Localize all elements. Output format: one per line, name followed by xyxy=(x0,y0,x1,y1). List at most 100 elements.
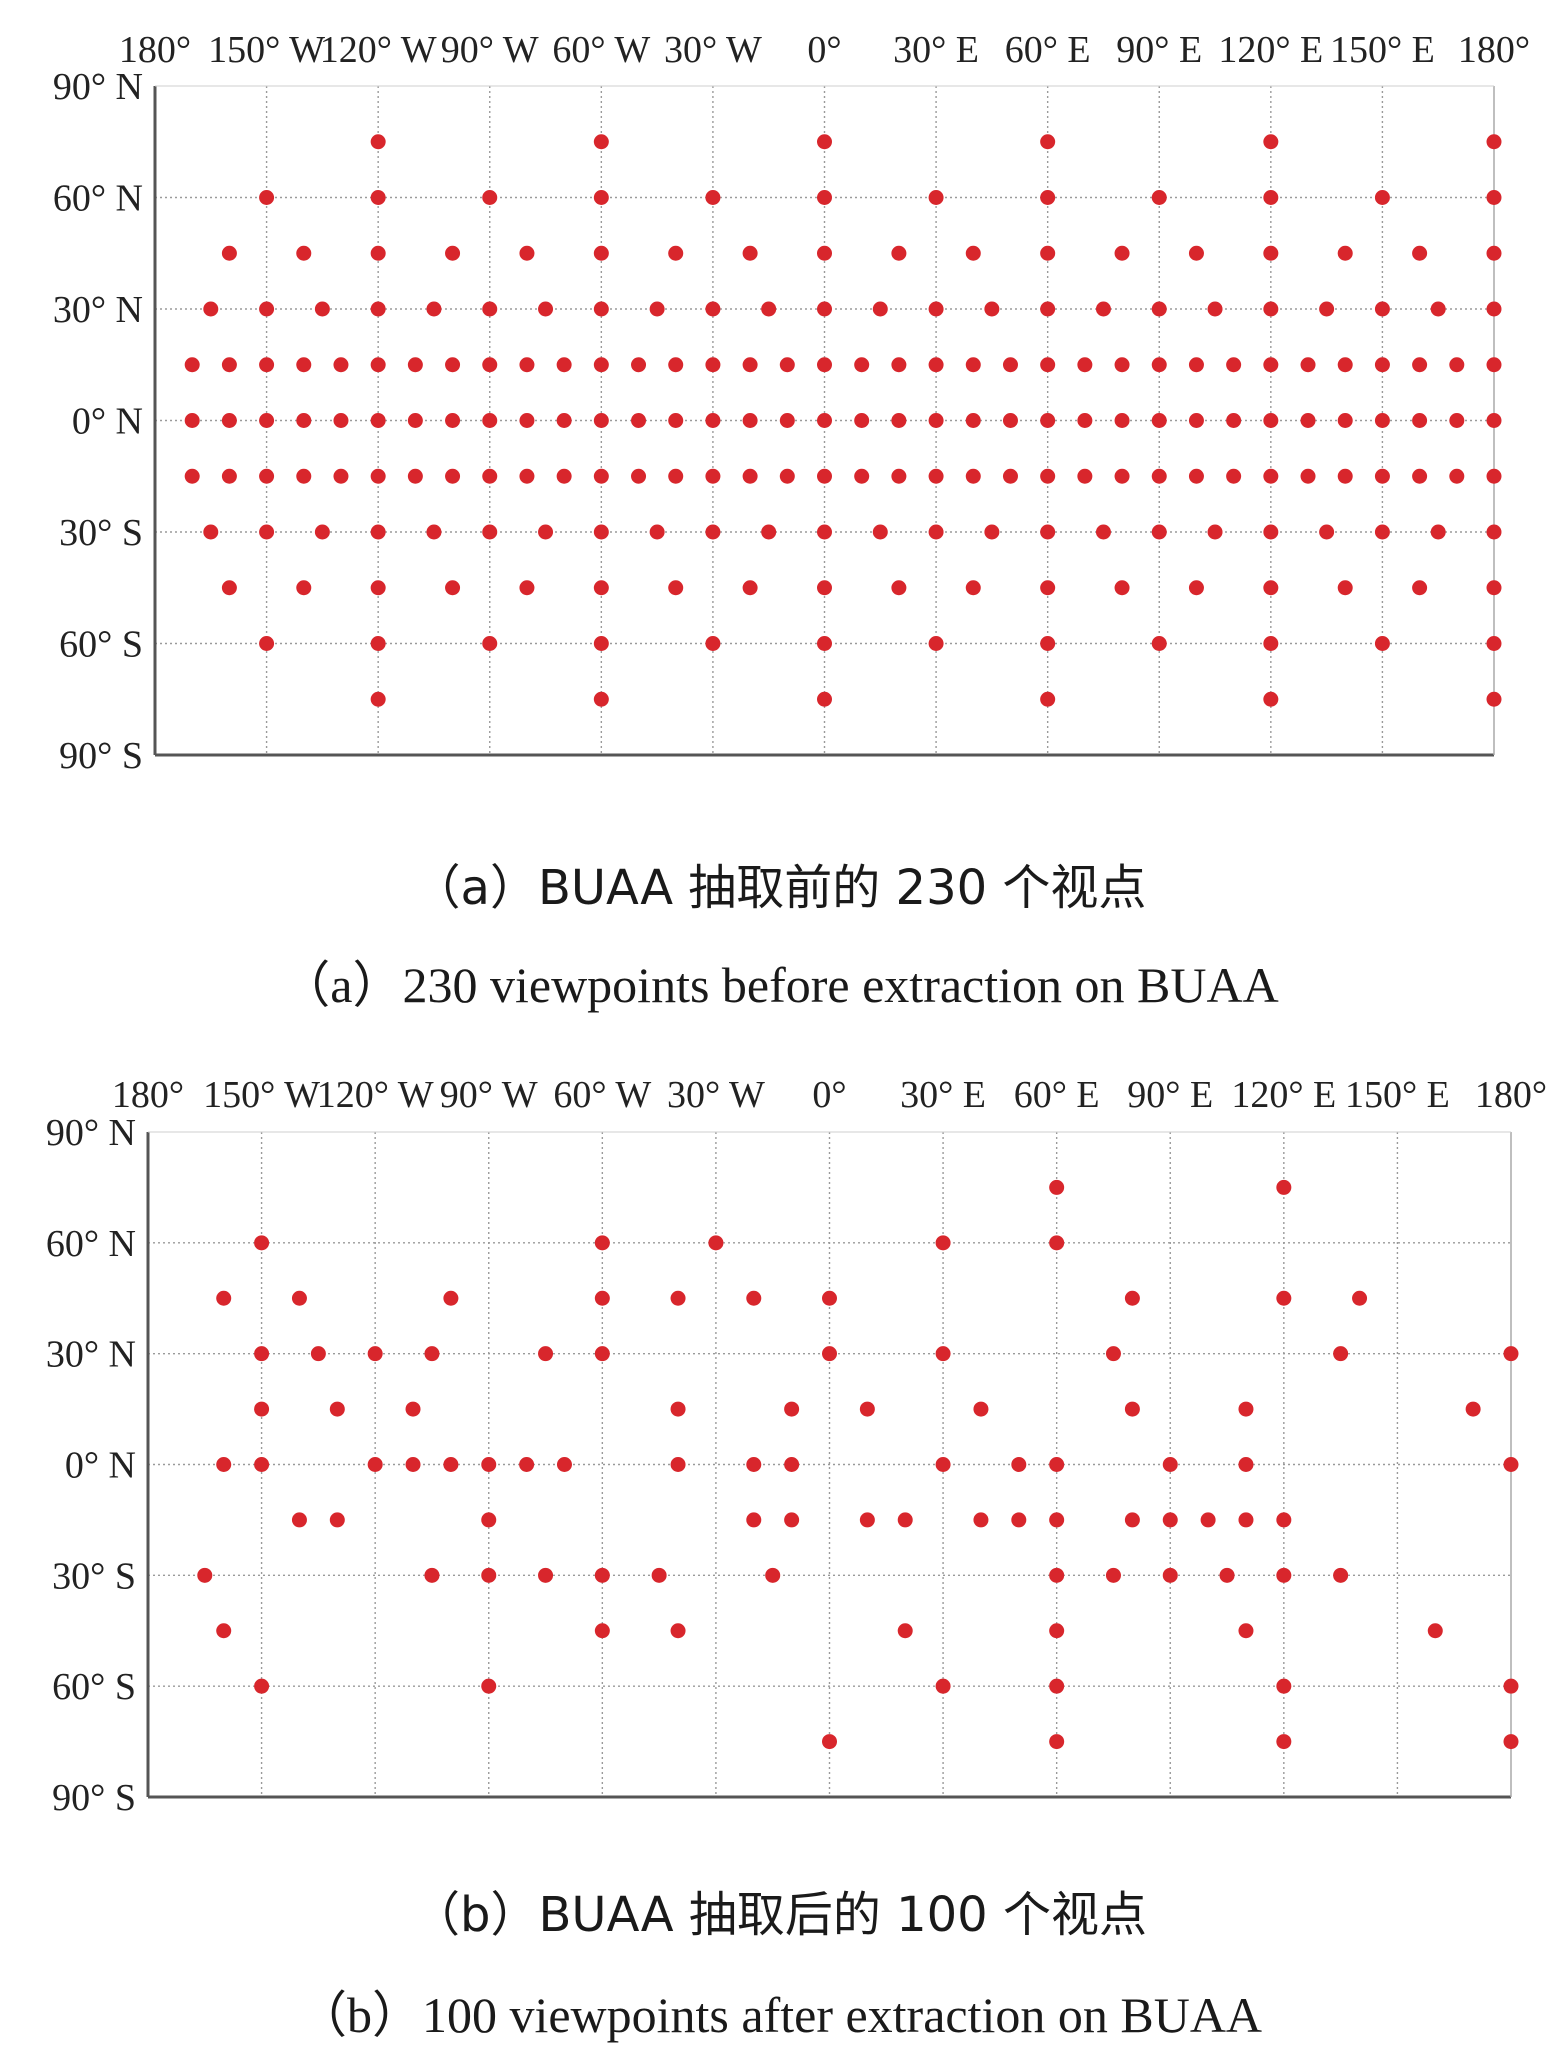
viewpoint-dot xyxy=(1263,245,1279,261)
viewpoint-dot xyxy=(221,245,237,261)
viewpoint-dot xyxy=(1263,301,1279,317)
viewpoint-dot xyxy=(1219,1567,1235,1583)
caption-a-zh: （a）BUAA 抽取前的 230 个视点 xyxy=(412,860,1147,916)
viewpoint-dot xyxy=(891,357,907,373)
viewpoint-dot xyxy=(705,468,721,484)
y-tick-label: 90° S xyxy=(59,735,143,777)
viewpoint-dot xyxy=(407,357,423,373)
viewpoint-dot xyxy=(1319,301,1335,317)
viewpoint-dot xyxy=(746,1457,762,1472)
viewpoint-dot xyxy=(631,468,647,484)
viewpoint-dot xyxy=(593,245,609,261)
viewpoint-dot xyxy=(1263,468,1279,484)
viewpoint-dot xyxy=(1263,134,1279,150)
viewpoint-dot xyxy=(1162,1567,1178,1583)
viewpoint-dot xyxy=(333,468,349,484)
viewpoint-dot xyxy=(928,357,944,373)
viewpoint-dot xyxy=(817,524,832,540)
viewpoint-dot xyxy=(519,1457,535,1472)
viewpoint-dot xyxy=(817,636,832,651)
viewpoint-dot xyxy=(891,468,907,484)
x-tick-label: 90° E xyxy=(1116,29,1202,71)
viewpoint-dot xyxy=(556,1457,572,1472)
viewpoint-dot xyxy=(519,245,535,261)
viewpoint-dot xyxy=(1263,413,1279,428)
viewpoint-dot xyxy=(631,357,647,373)
viewpoint-dot xyxy=(221,468,237,484)
viewpoint-dot xyxy=(594,1235,610,1251)
viewpoint-dot xyxy=(1105,1346,1121,1362)
viewpoint-dot xyxy=(1412,357,1428,373)
viewpoint-dot xyxy=(973,1512,989,1528)
viewpoint-dot xyxy=(1151,468,1167,484)
viewpoint-dot xyxy=(1162,1512,1178,1528)
viewpoint-dot xyxy=(310,1346,326,1362)
viewpoint-dot xyxy=(742,580,758,596)
viewpoint-dot xyxy=(370,190,386,205)
viewpoint-dot xyxy=(296,357,312,373)
viewpoint-dot xyxy=(1276,1179,1292,1195)
viewpoint-dot xyxy=(481,1457,497,1472)
y-tick-label: 30° S xyxy=(59,512,143,554)
viewpoint-dot xyxy=(254,1346,270,1362)
viewpoint-dot xyxy=(854,413,870,428)
viewpoint-dot xyxy=(742,245,758,261)
viewpoint-dot xyxy=(216,1457,232,1472)
x-tick-label: 0° xyxy=(807,29,841,71)
viewpoint-dot xyxy=(1124,1512,1140,1528)
x-tick-label: 30° W xyxy=(667,1074,765,1116)
viewpoint-dot xyxy=(746,1290,762,1306)
viewpoint-dot xyxy=(1049,1734,1065,1750)
viewpoint-dot xyxy=(296,468,312,484)
viewpoint-dot xyxy=(445,468,461,484)
viewpoint-dot xyxy=(370,691,386,707)
viewpoint-dot xyxy=(742,357,758,373)
viewpoint-dot xyxy=(817,413,832,428)
viewpoint-dot xyxy=(1449,468,1465,484)
viewpoint-dot xyxy=(1114,413,1130,428)
viewpoint-dot xyxy=(221,357,237,373)
y-tick-label: 0° N xyxy=(72,401,143,443)
viewpoint-dot xyxy=(1412,468,1428,484)
viewpoint-dot xyxy=(367,1346,383,1362)
viewpoint-dot xyxy=(1337,413,1353,428)
viewpoint-dot xyxy=(593,301,609,317)
viewpoint-dot xyxy=(405,1457,421,1472)
viewpoint-dot xyxy=(333,413,349,428)
viewpoint-dot xyxy=(1188,468,1204,484)
viewpoint-dot xyxy=(779,357,795,373)
viewpoint-dot xyxy=(1049,1235,1065,1251)
viewpoint-dot xyxy=(784,1512,800,1528)
viewpoint-dot xyxy=(668,413,684,428)
viewpoint-dot xyxy=(935,1346,951,1362)
x-tick-label: 180° xyxy=(1458,29,1530,71)
viewpoint-dot xyxy=(370,468,386,484)
viewpoint-dot xyxy=(1151,190,1167,205)
y-tick-label: 30° N xyxy=(46,1334,136,1376)
viewpoint-dot xyxy=(370,245,386,261)
viewpoint-dot xyxy=(221,580,237,596)
viewpoint-dot xyxy=(482,190,498,205)
viewpoint-dot xyxy=(1486,468,1502,484)
viewpoint-dot xyxy=(928,413,944,428)
viewpoint-dot xyxy=(259,413,275,428)
viewpoint-dot xyxy=(1077,413,1093,428)
viewpoint-dot xyxy=(1040,636,1056,651)
viewpoint-dot xyxy=(1124,1290,1140,1306)
viewpoint-dot xyxy=(1263,357,1279,373)
viewpoint-dot xyxy=(1105,1567,1121,1583)
viewpoint-dot xyxy=(407,468,423,484)
viewpoint-dot xyxy=(314,524,330,540)
viewpoint-dot xyxy=(817,691,832,707)
viewpoint-dot xyxy=(254,1457,270,1472)
viewpoint-dot xyxy=(891,580,907,596)
viewpoint-dot xyxy=(973,1401,989,1417)
viewpoint-dot xyxy=(593,413,609,428)
viewpoint-dot xyxy=(670,1290,686,1306)
viewpoint-dot xyxy=(1040,134,1056,150)
viewpoint-dot xyxy=(1374,357,1390,373)
x-tick-label: 120° E xyxy=(1218,29,1323,71)
viewpoint-dot xyxy=(443,1457,459,1472)
viewpoint-dot xyxy=(1040,524,1056,540)
viewpoint-dot xyxy=(668,580,684,596)
